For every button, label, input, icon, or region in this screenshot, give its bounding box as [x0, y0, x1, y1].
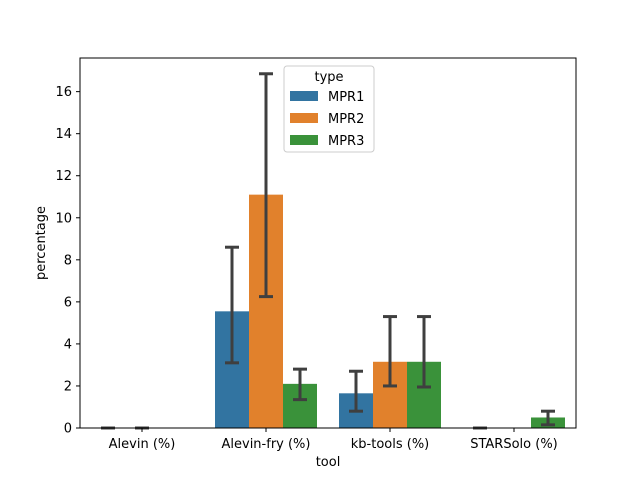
- y-tick-label: 16: [55, 85, 72, 100]
- legend-label: MPR2: [328, 112, 364, 127]
- bars-layer: [215, 194, 565, 428]
- x-axis: Alevin (%) Alevin-fry (%) kb-tools (%) STAR…: [109, 428, 558, 452]
- y-axis-label: percentage: [34, 206, 49, 280]
- y-axis: 0 2 4 6 8 10 12 14 16: [55, 85, 80, 437]
- y-tick-label: 0: [64, 422, 72, 437]
- legend-box: [283, 65, 375, 153]
- x-tick-label: STARSolo (%): [470, 437, 558, 452]
- legend-swatch: [290, 91, 318, 101]
- y-tick-label: 14: [55, 127, 72, 142]
- legend-swatch: [290, 135, 318, 145]
- legend-label: MPR3: [328, 134, 364, 149]
- x-tick-label: Alevin-fry (%): [222, 437, 311, 452]
- plot-frame: [79, 57, 577, 429]
- x-tick-label: kb-tools (%): [351, 437, 430, 452]
- legend-swatch: [290, 113, 318, 123]
- legend: type MPR1 MPR2 MPR3: [283, 65, 375, 153]
- error-bars-layer: [101, 72, 555, 430]
- legend-title: type: [314, 70, 343, 85]
- x-axis-label: tool: [316, 455, 341, 470]
- legend-label: MPR1: [328, 90, 364, 105]
- y-tick-label: 10: [55, 211, 72, 226]
- y-tick-label: 12: [55, 169, 72, 184]
- y-tick-label: 4: [64, 337, 72, 352]
- y-tick-label: 8: [64, 253, 72, 268]
- y-tick-label: 2: [64, 379, 72, 394]
- x-tick-label: Alevin (%): [109, 437, 176, 452]
- y-tick-label: 6: [64, 295, 72, 310]
